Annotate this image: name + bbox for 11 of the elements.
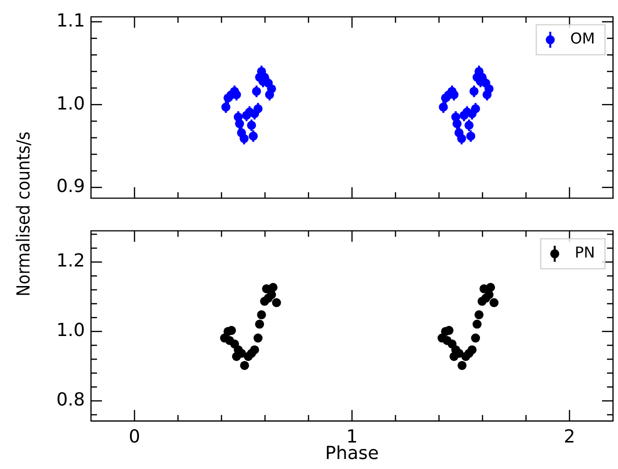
legend-label: PN <box>574 244 596 262</box>
y-tick-label: 1.0 <box>56 93 85 114</box>
y-tick-label: 0.9 <box>56 176 85 198</box>
x-tick-label: 2 <box>564 426 576 448</box>
y-tick-label: 1.1 <box>56 10 85 32</box>
x-tick-label: 0 <box>128 426 140 448</box>
legend-label: OM <box>570 30 595 48</box>
y-tick-label: 1.2 <box>56 250 85 272</box>
y-tick-label: 0.8 <box>56 390 85 411</box>
y-axis-title: Normalised counts/s <box>14 132 34 296</box>
y-tick-label: 1.0 <box>56 320 85 342</box>
